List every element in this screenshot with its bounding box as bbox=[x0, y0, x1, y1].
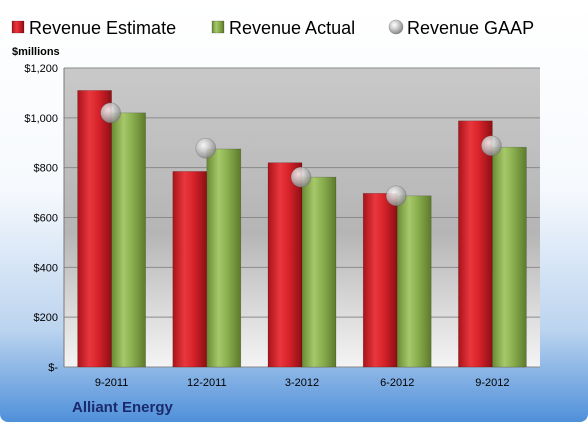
bar-revenue-actual bbox=[206, 148, 242, 368]
y-tick-label: $1,200 bbox=[24, 63, 58, 75]
gaap-markers bbox=[100, 102, 502, 207]
bar-revenue-estimate bbox=[362, 193, 398, 368]
x-tick-label: 12-2011 bbox=[187, 377, 227, 389]
y-tick-label: $800 bbox=[34, 163, 58, 175]
bar-revenue-actual bbox=[396, 195, 432, 368]
bar-revenue-estimate bbox=[458, 120, 493, 368]
x-tick-label: 9-2012 bbox=[475, 377, 509, 389]
x-tick-label: 6-2012 bbox=[380, 377, 414, 389]
x-tick-label: 9-2011 bbox=[95, 377, 128, 389]
legend-label: Revenue Estimate bbox=[29, 18, 176, 38]
marker-revenue-gaap bbox=[481, 135, 502, 157]
axes: $- $200 $400 $600 $800 $1,000 $1,200 9-2011 12-2… bbox=[24, 63, 509, 389]
y-tick-label: $600 bbox=[34, 213, 58, 225]
bar-revenue-estimate bbox=[172, 171, 208, 368]
company-name: Alliant Energy bbox=[72, 399, 174, 416]
y-axis-unit-label: $millions bbox=[12, 46, 60, 58]
bars bbox=[77, 90, 527, 368]
y-tick-label: $- bbox=[48, 362, 58, 374]
legend-label: Revenue GAAP bbox=[407, 18, 534, 38]
y-tick-label: $400 bbox=[34, 262, 58, 274]
marker-revenue-gaap bbox=[290, 166, 312, 188]
y-tick-label: $200 bbox=[34, 312, 58, 324]
bar-revenue-actual bbox=[301, 176, 337, 368]
bar-revenue-estimate bbox=[77, 90, 112, 368]
marker-revenue-gaap bbox=[100, 102, 121, 124]
legend-label: Revenue Actual bbox=[229, 18, 355, 38]
marker-revenue-gaap bbox=[385, 185, 407, 207]
legend-swatch bbox=[211, 20, 225, 34]
y-tick-label: $1,000 bbox=[24, 113, 58, 125]
bar-revenue-actual bbox=[492, 146, 527, 368]
legend-swatch bbox=[11, 20, 25, 34]
bar-revenue-estimate bbox=[267, 162, 303, 368]
legend: Revenue Estimate Revenue Actual Revenue GA… bbox=[11, 18, 534, 38]
x-tick-label: 3-2012 bbox=[285, 377, 319, 389]
bar-revenue-actual bbox=[111, 112, 146, 368]
legend-swatch bbox=[388, 19, 404, 35]
marker-revenue-gaap bbox=[195, 137, 217, 159]
